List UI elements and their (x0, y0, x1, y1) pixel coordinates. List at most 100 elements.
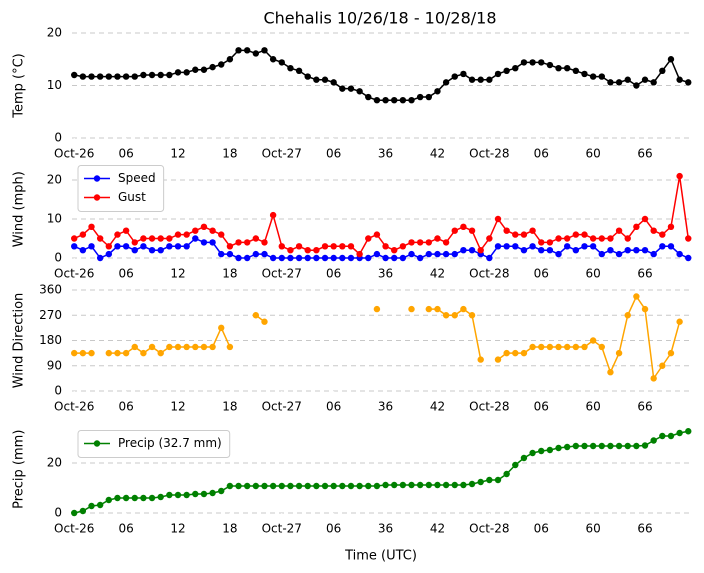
data-point (252, 235, 260, 242)
x-tick-label: Oct-28 (469, 400, 509, 414)
data-point (140, 235, 147, 242)
data-point (451, 73, 458, 80)
x-tick-label: 06 (326, 147, 341, 161)
data-point (546, 446, 554, 454)
data-point (88, 73, 95, 80)
x-tick-label: 42 (430, 522, 445, 536)
data-point (226, 482, 234, 490)
data-point (382, 481, 389, 489)
data-point (71, 509, 78, 517)
data-point (468, 247, 476, 254)
data-point (157, 71, 164, 79)
y-tick-label: 180 (39, 333, 62, 347)
data-point (598, 343, 605, 351)
data-point (356, 482, 363, 490)
x-tick-label: 06 (118, 400, 133, 414)
x-tick-label: 18 (222, 147, 237, 161)
x-tick-label: 66 (637, 400, 652, 414)
data-point (529, 343, 536, 351)
legend-marker (93, 440, 101, 447)
data-point (200, 343, 208, 351)
data-point (546, 343, 554, 351)
data-point (252, 482, 260, 490)
data-point (122, 227, 130, 234)
data-point (96, 254, 104, 262)
data-point (624, 442, 631, 450)
x-tick-label: 06 (118, 147, 133, 161)
data-point (313, 482, 320, 490)
y-tick-label: 0 (54, 251, 62, 265)
data-point (624, 76, 631, 83)
data-point (131, 73, 138, 80)
data-point (641, 442, 649, 449)
data-point (287, 482, 294, 490)
x-tick-label: 12 (170, 147, 185, 161)
data-point (460, 223, 467, 230)
x-tick-label: 18 (222, 267, 237, 281)
data-point (304, 73, 311, 80)
x-tick-label: Oct-28 (469, 147, 509, 161)
data-point (434, 235, 441, 242)
data-point (581, 70, 588, 78)
data-point (157, 493, 164, 501)
data-point (633, 247, 640, 254)
data-point (624, 312, 631, 319)
x-tick-label: 60 (585, 522, 600, 536)
data-point (520, 454, 528, 462)
data-point (200, 490, 208, 498)
data-point (122, 349, 130, 357)
data-point (486, 476, 493, 484)
data-point (581, 231, 588, 238)
y-axis-label: Wind Direction (12, 293, 27, 389)
data-point (581, 343, 588, 351)
data-point (373, 482, 381, 490)
data-point (382, 254, 389, 262)
data-point (140, 71, 147, 79)
data-point (615, 227, 623, 234)
data-point (555, 235, 562, 242)
x-tick-label: Oct-26 (54, 522, 94, 536)
chart-title: Chehalis 10/26/18 - 10/28/18 (263, 9, 496, 28)
data-point (347, 254, 355, 262)
data-point (555, 444, 562, 452)
data-point (676, 76, 683, 83)
data-point (633, 82, 640, 89)
data-point (88, 243, 95, 250)
data-point (607, 247, 614, 254)
data-point (685, 254, 692, 262)
data-point (105, 243, 113, 250)
data-point (183, 69, 190, 76)
data-point (252, 312, 260, 319)
data-point (131, 247, 138, 254)
legend-marker (93, 194, 101, 201)
data-point (140, 494, 147, 502)
data-point (96, 235, 104, 242)
data-point (615, 250, 623, 258)
data-point (295, 254, 303, 262)
data-point (192, 66, 199, 73)
data-point (347, 85, 355, 92)
data-point (512, 64, 519, 72)
data-point (633, 293, 640, 300)
data-point (451, 227, 458, 234)
y-tick-label: 10 (47, 212, 62, 226)
data-point (365, 482, 372, 490)
data-point (572, 343, 580, 351)
data-point (650, 227, 657, 234)
data-point (460, 247, 467, 254)
data-point (174, 231, 182, 238)
x-tick-label: 06 (534, 147, 549, 161)
data-point (304, 482, 311, 490)
data-point (382, 243, 389, 250)
data-point (278, 482, 285, 490)
data-point (347, 482, 355, 490)
x-tick-label: 18 (222, 522, 237, 536)
data-point (321, 482, 329, 490)
data-point (442, 481, 450, 489)
data-point (226, 250, 234, 258)
data-point (183, 491, 190, 499)
legend: Speed Gust (77, 165, 165, 212)
data-point (330, 243, 337, 250)
data-point (685, 428, 692, 435)
data-point (192, 343, 199, 351)
